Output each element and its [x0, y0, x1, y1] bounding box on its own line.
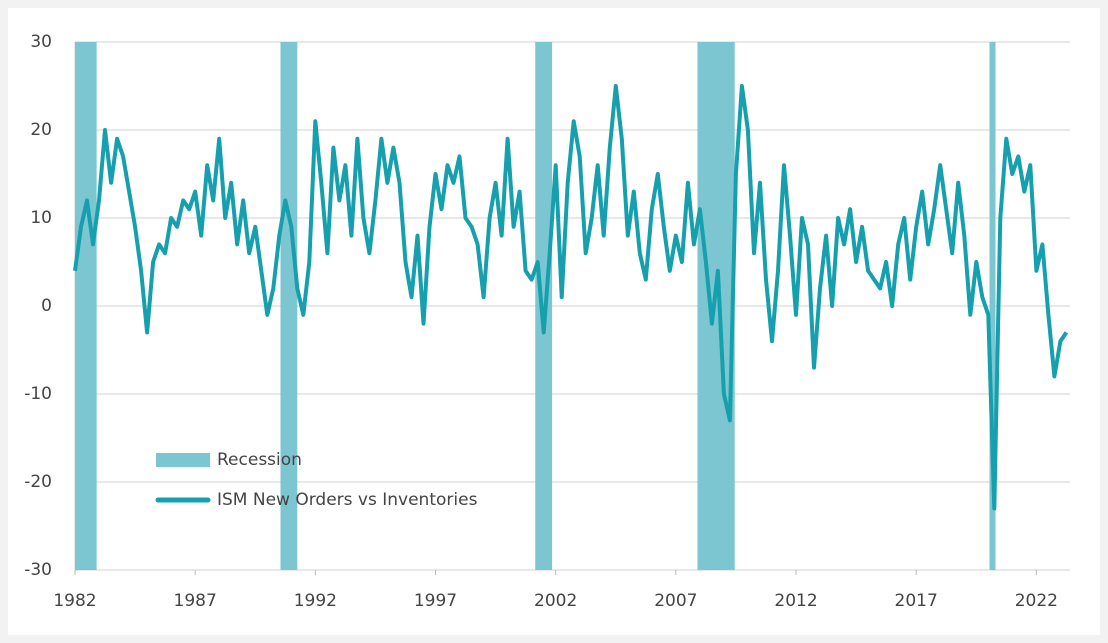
y-tick-label: 30 — [30, 32, 52, 52]
series-line — [73, 84, 1069, 511]
x-tick-label: 1982 — [53, 591, 96, 611]
legend-label: ISM New Orders vs Inventories — [217, 490, 478, 510]
recession-band — [280, 42, 298, 570]
legend-swatch — [156, 453, 210, 467]
x-tick-label: 1992 — [294, 591, 337, 611]
y-tick-label: -20 — [24, 472, 52, 492]
x-tick-label: 2007 — [654, 591, 697, 611]
y-tick-label: 10 — [30, 208, 52, 228]
plot-background — [8, 8, 1100, 635]
recession-band — [75, 42, 97, 570]
recession-band — [989, 42, 996, 570]
x-tick-label: 1987 — [174, 591, 217, 611]
y-tick-label: 0 — [41, 296, 52, 316]
x-tick-label: 1997 — [414, 591, 457, 611]
x-tick-label: 2017 — [895, 591, 938, 611]
recession-band — [535, 42, 553, 570]
x-tick-label: 2022 — [1015, 591, 1058, 611]
y-tick-label: -30 — [24, 560, 52, 580]
x-tick-label: 2002 — [534, 591, 577, 611]
y-tick-label: -10 — [24, 384, 52, 404]
y-tick-label: 20 — [30, 120, 52, 140]
recession-band — [697, 42, 735, 570]
legend-label: Recession — [217, 450, 302, 470]
x-tick-label: 2012 — [774, 591, 817, 611]
